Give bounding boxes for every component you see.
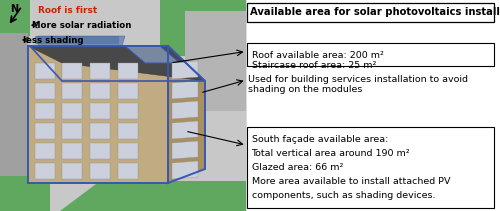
Polygon shape bbox=[168, 46, 205, 183]
Text: Available area for solar photovoltaics installation: Available area for solar photovoltaics i… bbox=[250, 7, 500, 18]
Polygon shape bbox=[172, 161, 198, 179]
Bar bbox=[35, 143, 55, 159]
Polygon shape bbox=[0, 181, 246, 211]
Bar bbox=[35, 103, 55, 119]
Text: components, such as shading devices.: components, such as shading devices. bbox=[252, 191, 435, 200]
Bar bbox=[246, 43, 494, 66]
Polygon shape bbox=[172, 81, 198, 99]
Bar bbox=[90, 103, 110, 119]
Bar bbox=[0, 0, 246, 211]
Bar bbox=[62, 83, 82, 99]
Text: Roof is first: Roof is first bbox=[38, 6, 97, 15]
Bar bbox=[62, 143, 82, 159]
Bar bbox=[35, 163, 55, 179]
Polygon shape bbox=[28, 46, 205, 81]
Text: Total vertical area around 190 m²: Total vertical area around 190 m² bbox=[252, 149, 410, 158]
Bar bbox=[90, 83, 110, 99]
Polygon shape bbox=[35, 36, 118, 43]
Bar bbox=[35, 63, 55, 79]
Bar bbox=[90, 123, 110, 139]
Polygon shape bbox=[28, 46, 168, 183]
Polygon shape bbox=[172, 101, 198, 119]
Polygon shape bbox=[0, 171, 50, 211]
Bar bbox=[35, 83, 55, 99]
Polygon shape bbox=[0, 33, 28, 176]
Polygon shape bbox=[160, 0, 246, 56]
Polygon shape bbox=[172, 121, 198, 139]
Text: Glazed area: 66 m²: Glazed area: 66 m² bbox=[252, 163, 343, 172]
Bar bbox=[62, 163, 82, 179]
Bar bbox=[62, 103, 82, 119]
Bar bbox=[62, 123, 82, 139]
Text: Staircase roof area: 25 m²: Staircase roof area: 25 m² bbox=[252, 61, 376, 70]
Text: less shading: less shading bbox=[23, 36, 84, 45]
Bar bbox=[246, 3, 494, 22]
Bar bbox=[90, 143, 110, 159]
Bar bbox=[62, 63, 82, 79]
Bar bbox=[118, 83, 138, 99]
Bar bbox=[90, 163, 110, 179]
Polygon shape bbox=[172, 141, 198, 159]
Text: N: N bbox=[10, 4, 18, 14]
Bar bbox=[118, 103, 138, 119]
Bar bbox=[118, 143, 138, 159]
Bar bbox=[118, 163, 138, 179]
Bar bbox=[35, 123, 55, 139]
Text: South façade available area:: South façade available area: bbox=[252, 135, 388, 144]
Text: shading on the modules: shading on the modules bbox=[248, 85, 363, 94]
Bar bbox=[118, 123, 138, 139]
Text: Roof available area: 200 m²: Roof available area: 200 m² bbox=[252, 51, 384, 60]
Polygon shape bbox=[185, 11, 246, 111]
Polygon shape bbox=[38, 36, 125, 46]
Text: More solar radiation: More solar radiation bbox=[32, 21, 132, 30]
Bar bbox=[246, 127, 494, 208]
Polygon shape bbox=[0, 0, 30, 36]
Bar bbox=[118, 63, 138, 79]
Text: Used for building services installation to avoid: Used for building services installation … bbox=[248, 75, 468, 84]
Bar bbox=[90, 63, 110, 79]
Polygon shape bbox=[125, 46, 180, 63]
Polygon shape bbox=[172, 61, 198, 79]
Bar bbox=[28, 46, 168, 183]
Text: More area available to install attached PV: More area available to install attached … bbox=[252, 177, 450, 186]
